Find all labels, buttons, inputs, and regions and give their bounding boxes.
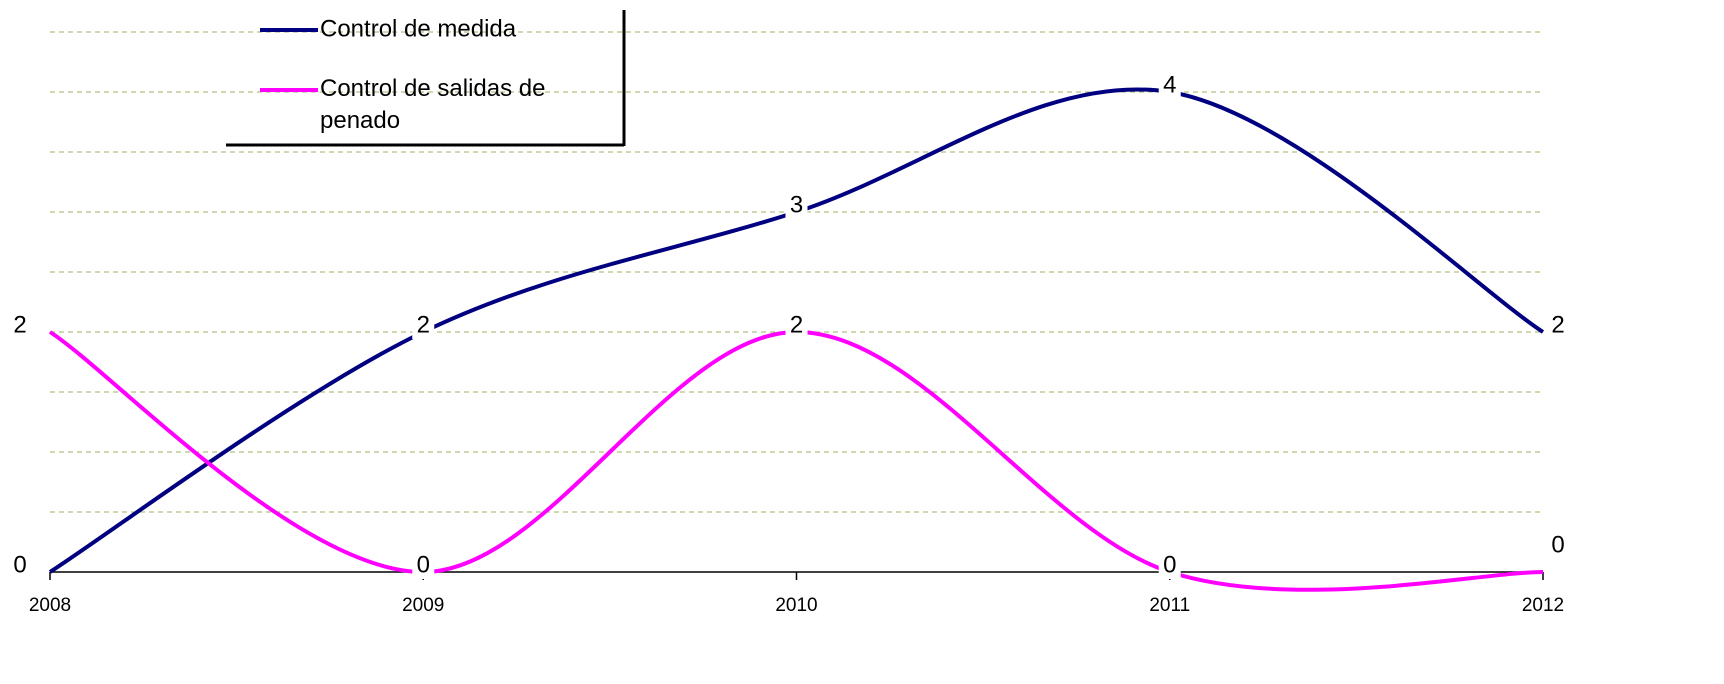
data-label: 0: [417, 551, 430, 578]
data-label: 2: [417, 311, 430, 338]
x-tick-label: 2008: [29, 595, 71, 616]
label-bg: [785, 313, 808, 339]
x-tick-label: 2012: [1522, 595, 1564, 616]
data-label: 0: [1163, 551, 1176, 578]
label-bg: [1158, 553, 1181, 579]
x-tick-label: 2009: [402, 595, 444, 616]
label-bg: [785, 193, 808, 219]
series-line: [48, 329, 1544, 592]
data-label: 2: [1551, 311, 1564, 338]
data-label: 3: [790, 191, 803, 218]
label-bg: [412, 313, 435, 339]
legend-label: Control de medida: [320, 15, 517, 42]
x-tick-label: 2010: [775, 595, 817, 616]
x-tick-label: 2011: [1149, 595, 1190, 616]
label-bg: [412, 553, 435, 579]
label-bg: [1158, 73, 1181, 99]
data-label: 2: [13, 311, 26, 338]
data-label: 0: [13, 551, 26, 578]
data-label: 0: [1551, 531, 1564, 558]
data-label: 4: [1163, 71, 1176, 98]
data-label: 2: [790, 311, 803, 338]
legend-label: Control de salidas de penado: [320, 75, 545, 134]
